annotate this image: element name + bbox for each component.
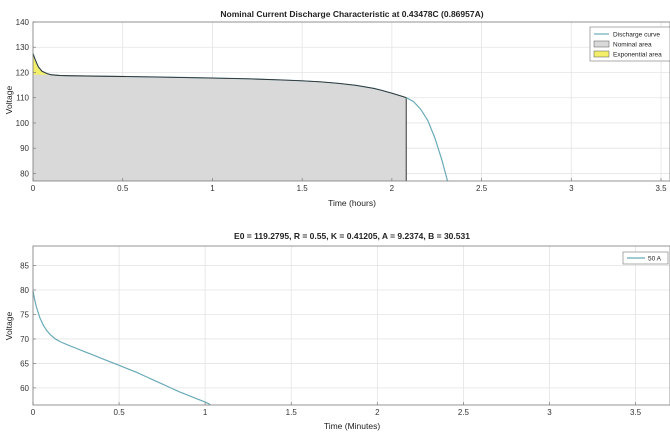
- top-chart: Nominal Current Discharge Characteristic…: [4, 9, 670, 208]
- bot-xtick-label: 3: [547, 408, 552, 417]
- top-exponential-area: [33, 53, 51, 75]
- top-ytick-label: 100: [16, 119, 30, 128]
- top-chart-x-ticks: 0 0.5 1 1.5 2 2.5 3 3.5: [31, 178, 667, 193]
- legend-exponential-area-label: Exponential area: [613, 52, 662, 59]
- bot-ytick-label: 60: [20, 384, 29, 393]
- top-chart-legend: Discharge curve Nominal area Exponential…: [589, 26, 670, 62]
- bottom-chart-x-ticks: 0 0.5 1 1.5 2 2.5 3 3.5: [31, 402, 642, 417]
- top-xtick-label: 3: [569, 184, 574, 193]
- top-xtick-label: 0.5: [117, 184, 129, 193]
- top-ytick-label: 80: [20, 169, 29, 178]
- bottom-chart-title: E0 = 119.2795, R = 0.55, K = 0.41205, A …: [234, 231, 470, 241]
- top-xtick-label: 1.5: [297, 184, 309, 193]
- top-chart-frame: [32, 21, 670, 182]
- top-ytick-label: 120: [16, 68, 30, 77]
- top-xtick-label: 0: [31, 184, 36, 193]
- top-xtick-label: 2.5: [476, 184, 488, 193]
- bot-ytick-label: 80: [20, 286, 29, 295]
- bottom-chart-xlabel: Time (Minutes): [324, 421, 381, 431]
- bottom-chart-grid: [32, 246, 670, 405]
- bottom-chart: E0 = 119.2795, R = 0.55, K = 0.41205, A …: [4, 231, 670, 431]
- top-discharge-curve-overlay: [32, 53, 407, 99]
- top-ytick-label: 90: [20, 144, 29, 153]
- legend-nominal-area-swatch: [593, 40, 610, 48]
- legend-nominal-area-label: Nominal area: [613, 42, 652, 49]
- bot-ytick-label: 65: [20, 359, 29, 368]
- bot-ytick-label: 70: [20, 335, 29, 344]
- legend-discharge-curve-label: Discharge curve: [613, 32, 660, 39]
- bot-xtick-label: 0: [31, 408, 36, 417]
- top-nominal-area: [33, 53, 407, 181]
- top-xtick-label: 3.5: [655, 184, 667, 193]
- bottom-50a-curve-line: [32, 290, 211, 406]
- bottom-chart-legend: 50 A: [622, 251, 669, 265]
- bot-xtick-label: 2: [375, 408, 380, 417]
- top-ytick-label: 110: [16, 94, 29, 103]
- bot-xtick-label: 3.5: [630, 408, 642, 417]
- bottom-chart-frame: [32, 245, 670, 406]
- bot-xtick-label: 1.5: [286, 408, 298, 417]
- bot-ytick-label: 85: [20, 262, 29, 271]
- legend-50a-label: 50 A: [648, 256, 662, 263]
- top-xtick-label: 2: [390, 184, 395, 193]
- bot-xtick-label: 2.5: [458, 408, 470, 417]
- top-chart-xlabel: Time (hours): [328, 198, 376, 208]
- bot-ytick-label: 75: [20, 310, 29, 319]
- top-xtick-label: 1: [210, 184, 215, 193]
- legend-exponential-area-swatch: [593, 50, 610, 58]
- top-ytick-label: 130: [16, 43, 30, 52]
- top-chart-ylabel: Voltage: [4, 86, 14, 115]
- top-chart-y-ticks: 80 90 100 110 120 130 140: [16, 18, 36, 178]
- top-ytick-label: 140: [16, 18, 30, 27]
- bottom-legend-box: [622, 251, 669, 265]
- bot-xtick-label: 0.5: [114, 408, 126, 417]
- bottom-chart-ylabel: Voltage: [4, 312, 14, 341]
- bot-xtick-label: 1: [203, 408, 208, 417]
- top-chart-title: Nominal Current Discharge Characteristic…: [220, 9, 483, 19]
- bottom-chart-y-ticks: 60 65 70 75 80 85: [20, 262, 36, 393]
